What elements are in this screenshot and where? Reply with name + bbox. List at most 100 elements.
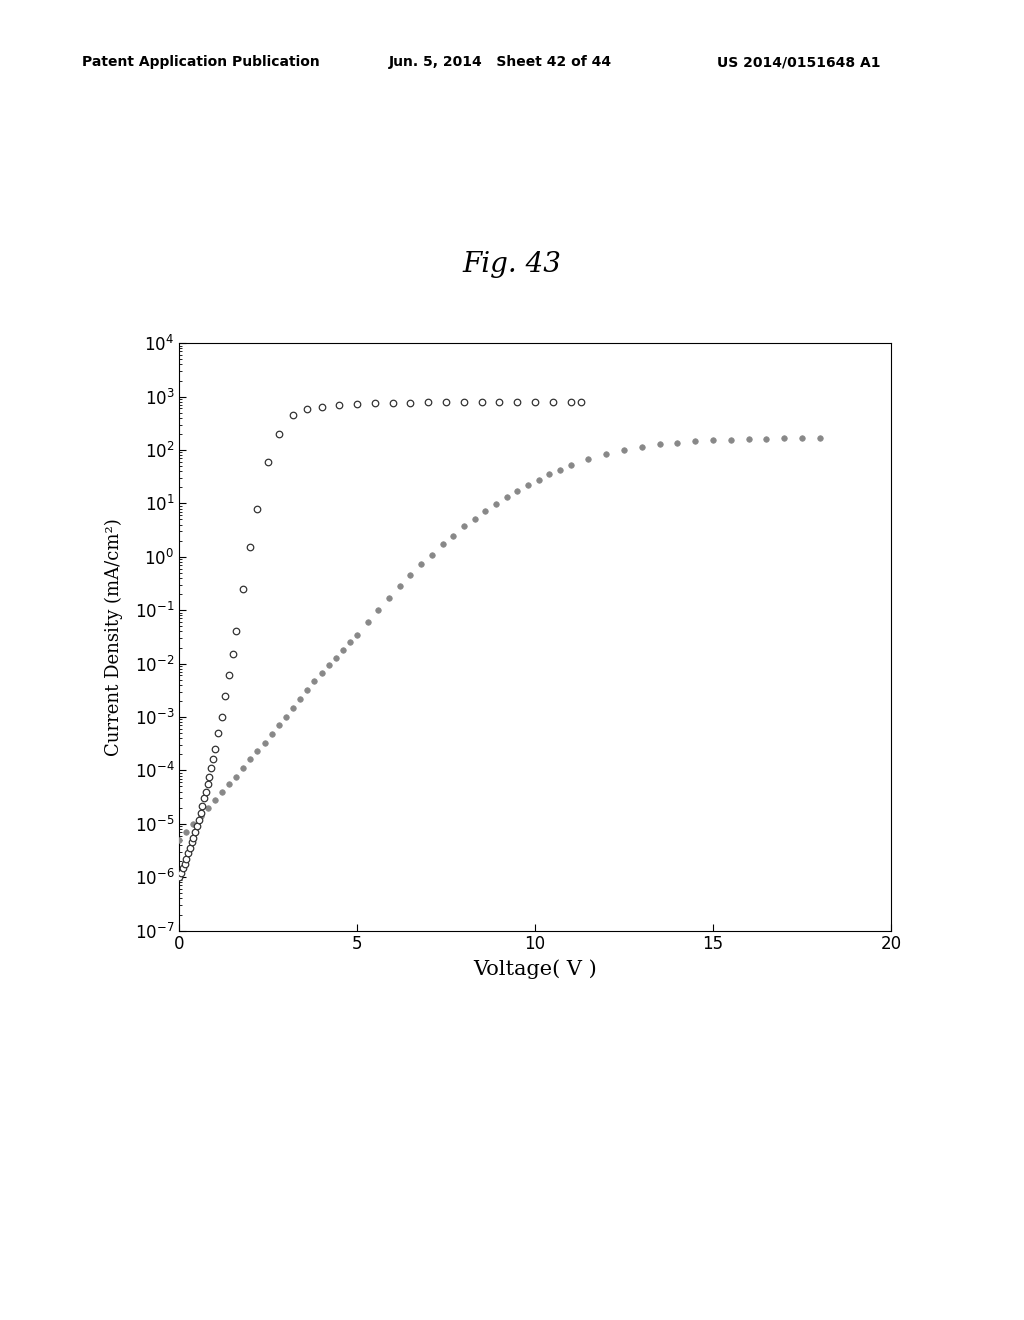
Text: Fig. 43: Fig. 43 bbox=[463, 251, 561, 277]
X-axis label: Voltage( V ): Voltage( V ) bbox=[473, 960, 597, 978]
Point bbox=[263, 723, 280, 744]
Point bbox=[530, 469, 547, 490]
Point bbox=[562, 454, 579, 475]
Point bbox=[359, 611, 376, 632]
Point bbox=[292, 688, 308, 709]
Point bbox=[573, 391, 590, 412]
Point bbox=[193, 805, 209, 826]
Point bbox=[466, 508, 482, 529]
Point bbox=[188, 816, 205, 837]
Point bbox=[217, 685, 233, 706]
Point bbox=[236, 758, 252, 779]
Point bbox=[499, 487, 515, 508]
Text: US 2014/0151648 A1: US 2014/0151648 A1 bbox=[717, 55, 881, 70]
Point bbox=[371, 599, 387, 620]
Point bbox=[171, 867, 187, 888]
Point bbox=[473, 391, 489, 412]
Point bbox=[178, 849, 195, 870]
Point bbox=[705, 430, 721, 451]
Point bbox=[299, 680, 315, 701]
Point bbox=[285, 697, 301, 718]
Point bbox=[758, 428, 774, 449]
Point bbox=[331, 395, 347, 416]
Point bbox=[434, 533, 451, 554]
Point bbox=[794, 428, 810, 449]
Point bbox=[520, 475, 537, 496]
Point bbox=[228, 620, 245, 642]
Point bbox=[313, 396, 330, 417]
Point bbox=[270, 424, 287, 445]
Point bbox=[545, 391, 561, 412]
Point bbox=[541, 463, 557, 484]
Point bbox=[200, 774, 216, 795]
Point bbox=[349, 624, 366, 645]
Y-axis label: Current Density (mA/cm²): Current Density (mA/cm²) bbox=[105, 517, 124, 756]
Point bbox=[349, 393, 366, 414]
Point bbox=[670, 432, 686, 453]
Point bbox=[811, 426, 827, 447]
Point bbox=[242, 537, 258, 558]
Point bbox=[456, 392, 472, 413]
Point bbox=[190, 809, 207, 830]
Point bbox=[171, 829, 187, 850]
Point bbox=[205, 748, 221, 770]
Point bbox=[391, 576, 408, 597]
Point bbox=[740, 429, 757, 450]
Point bbox=[776, 428, 793, 449]
Point bbox=[193, 803, 209, 824]
Text: Patent Application Publication: Patent Application Publication bbox=[82, 55, 319, 70]
Point bbox=[424, 544, 440, 565]
Point bbox=[581, 449, 597, 470]
Point bbox=[236, 578, 252, 599]
Point bbox=[492, 391, 508, 412]
Point bbox=[381, 587, 397, 609]
Point bbox=[552, 459, 568, 480]
Point bbox=[615, 440, 632, 461]
Point bbox=[183, 832, 200, 853]
Point bbox=[456, 516, 472, 537]
Point bbox=[598, 444, 614, 465]
Point bbox=[526, 391, 543, 412]
Point bbox=[313, 663, 330, 684]
Point bbox=[196, 788, 212, 809]
Point bbox=[202, 767, 218, 788]
Point bbox=[198, 781, 214, 803]
Point bbox=[335, 639, 351, 660]
Point bbox=[174, 857, 190, 878]
Point bbox=[176, 853, 193, 874]
Point bbox=[187, 821, 204, 842]
Point bbox=[306, 671, 323, 692]
Point bbox=[181, 838, 198, 859]
Point bbox=[207, 739, 223, 760]
Point bbox=[413, 554, 429, 576]
Point bbox=[256, 733, 272, 754]
Point bbox=[214, 706, 230, 727]
Point bbox=[321, 655, 337, 676]
Point bbox=[328, 647, 344, 668]
Point bbox=[214, 781, 230, 803]
Point bbox=[285, 404, 301, 425]
Point bbox=[210, 722, 226, 743]
Point bbox=[180, 842, 197, 863]
Point bbox=[185, 813, 202, 834]
Point bbox=[203, 758, 219, 779]
Point bbox=[249, 498, 265, 519]
Point bbox=[299, 399, 315, 420]
Point bbox=[200, 797, 216, 818]
Point bbox=[367, 393, 383, 414]
Point bbox=[402, 565, 419, 586]
Point bbox=[509, 480, 525, 502]
Point bbox=[173, 862, 189, 883]
Point bbox=[402, 392, 419, 413]
Point bbox=[687, 430, 703, 451]
Point bbox=[477, 500, 494, 521]
Text: Jun. 5, 2014   Sheet 42 of 44: Jun. 5, 2014 Sheet 42 of 44 bbox=[389, 55, 612, 70]
Point bbox=[445, 525, 462, 546]
Point bbox=[651, 434, 668, 455]
Point bbox=[228, 767, 245, 788]
Point bbox=[723, 429, 739, 450]
Point bbox=[221, 665, 238, 686]
Point bbox=[420, 392, 436, 413]
Point bbox=[207, 789, 223, 810]
Point bbox=[185, 828, 202, 849]
